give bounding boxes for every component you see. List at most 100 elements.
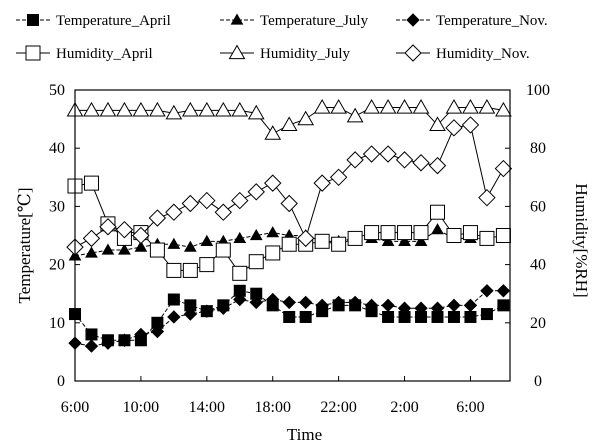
- data-point-humidity-nov: [494, 159, 513, 178]
- data-point-humidity-july: [396, 98, 413, 114]
- data-point-temperature-july: [233, 231, 247, 244]
- data-point-temperature-july: [85, 246, 98, 258]
- legend-item-temperature-nov: Temperature_Nov.: [396, 13, 548, 29]
- data-point-humidity-july: [116, 101, 133, 117]
- data-point-temperature-nov: [381, 298, 395, 313]
- data-point-humidity-april: [364, 225, 380, 241]
- data-point-humidity-april: [281, 236, 297, 252]
- legend-marker: [406, 13, 420, 27]
- legend-marker: [228, 44, 246, 60]
- data-point-humidity-april: [166, 262, 182, 278]
- data-point-temperature-nov: [117, 333, 132, 347]
- data-point-humidity-april: [446, 228, 462, 243]
- data-point-humidity-nov: [198, 191, 216, 210]
- series-humidity-july: [66, 98, 512, 140]
- data-point-temperature-april: [299, 310, 312, 323]
- data-point-temperature-april: [480, 308, 493, 321]
- data-point-humidity-nov: [115, 220, 134, 239]
- data-point-humidity-nov: [231, 191, 249, 210]
- x-tick-label: 22:00: [320, 399, 356, 416]
- legend-label: Temperature_Nov.: [436, 13, 548, 29]
- data-point-temperature-nov: [233, 292, 247, 307]
- data-point-humidity-april: [199, 257, 215, 273]
- y-left-tick-label: 40: [49, 140, 65, 157]
- legend-label: Temperature_July: [260, 13, 369, 29]
- data-point-humidity-nov: [461, 116, 480, 134]
- legend-marker: [230, 13, 244, 25]
- legend-label: Temperature_April: [56, 13, 171, 29]
- data-point-temperature-july: [398, 234, 411, 246]
- x-tick-label: 14:00: [189, 399, 225, 416]
- data-point-humidity-nov: [445, 119, 463, 137]
- data-point-temperature-nov: [348, 295, 362, 310]
- data-point-humidity-july: [363, 98, 380, 114]
- data-point-humidity-nov: [412, 154, 430, 172]
- legend-label: Humidity_Nov.: [436, 46, 530, 62]
- x-tick-label: 18:00: [255, 399, 291, 416]
- data-point-humidity-july: [462, 98, 479, 114]
- data-point-humidity-april: [479, 230, 495, 246]
- data-point-humidity-july: [313, 98, 331, 114]
- legend-item-humidity-april: Humidity_April: [16, 45, 153, 62]
- data-point-temperature-april: [85, 328, 98, 341]
- data-point-humidity-july: [264, 125, 282, 140]
- data-point-humidity-nov: [395, 151, 414, 169]
- data-point-temperature-nov: [282, 295, 296, 310]
- data-point-humidity-nov: [329, 168, 348, 187]
- data-point-temperature-nov: [216, 301, 231, 315]
- data-point-humidity-july: [429, 116, 446, 132]
- y-left-tick-label: 50: [49, 82, 65, 99]
- data-point-temperature-july: [167, 237, 181, 249]
- legend: Temperature_April Temperature_July Tempera…: [16, 13, 548, 62]
- data-point-humidity-nov: [379, 145, 397, 163]
- data-point-humidity-nov: [82, 229, 101, 248]
- data-point-humidity-nov: [296, 229, 315, 248]
- y-left-tick-label: 0: [57, 373, 65, 390]
- data-point-humidity-july: [83, 101, 100, 117]
- data-point-temperature-nov: [364, 298, 379, 313]
- y-left-axis-title: Temperature[℃]: [15, 188, 34, 304]
- y-right-tick-label: 0: [534, 373, 542, 390]
- data-point-temperature-april: [382, 310, 395, 323]
- x-axis-title: Time: [287, 425, 322, 443]
- data-point-temperature-nov: [480, 284, 494, 298]
- data-point-humidity-nov: [346, 151, 364, 169]
- y-left-tick-label: 30: [49, 198, 65, 215]
- data-point-humidity-nov: [247, 183, 265, 201]
- data-point-temperature-july: [414, 234, 428, 246]
- data-point-humidity-nov: [362, 145, 381, 163]
- data-point-temperature-nov: [315, 298, 329, 313]
- legend-marker: [25, 45, 41, 61]
- data-point-temperature-nov: [496, 284, 511, 298]
- data-point-temperature-july: [118, 243, 131, 255]
- data-point-humidity-july: [132, 101, 150, 117]
- data-point-temperature-nov: [150, 324, 165, 339]
- data-point-humidity-july: [478, 98, 496, 114]
- data-point-humidity-april: [149, 242, 165, 258]
- data-point-humidity-nov: [132, 226, 150, 245]
- y-right-tick-label: 40: [530, 257, 546, 274]
- y-right-tick-label: 100: [526, 82, 550, 99]
- data-point-humidity-july: [198, 101, 216, 117]
- plot-area: [66, 98, 513, 353]
- y-left-tick-label: 20: [49, 257, 65, 274]
- y-right-tick-label: 60: [530, 198, 546, 215]
- data-point-temperature-nov: [298, 295, 313, 310]
- data-point-humidity-nov: [181, 194, 200, 213]
- data-point-humidity-july: [165, 104, 183, 120]
- data-point-humidity-april: [331, 236, 347, 252]
- data-point-temperature-nov: [249, 295, 263, 310]
- data-point-temperature-nov: [167, 310, 181, 324]
- data-point-humidity-nov: [478, 188, 496, 207]
- data-point-temperature-july: [381, 234, 395, 246]
- data-point-humidity-nov: [313, 174, 331, 192]
- y-left-tick-label: 10: [49, 315, 65, 332]
- data-point-humidity-july: [280, 116, 298, 132]
- legend-item-temperature-july: Temperature_July: [220, 13, 369, 29]
- data-point-temperature-nov: [447, 298, 461, 313]
- data-point-temperature-nov: [101, 336, 115, 350]
- data-point-humidity-april: [182, 262, 198, 278]
- data-point-temperature-april: [497, 299, 510, 312]
